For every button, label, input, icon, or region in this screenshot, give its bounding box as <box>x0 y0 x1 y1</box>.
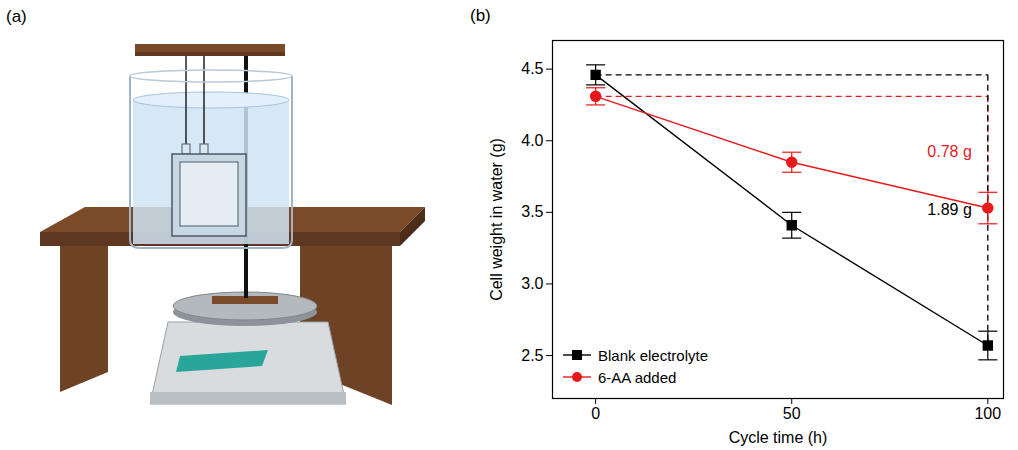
svg-text:2.5: 2.5 <box>521 347 543 364</box>
html-text:(b): (b) <box>470 6 491 25</box>
svg-text:1.89 g: 1.89 g <box>927 201 971 218</box>
html-text:6-AA added: 6-AA added <box>598 368 677 386</box>
svg-text:4.0: 4.0 <box>521 132 543 149</box>
svg-text:(a): (a) <box>6 7 27 26</box>
svg-text:0.78 g: 0.78 g <box>927 143 971 160</box>
svg-text:50: 50 <box>783 405 801 422</box>
svg-text:3.5: 3.5 <box>521 203 543 220</box>
svg-text:Cycle time (h): Cycle time (h) <box>729 429 828 446</box>
html-text:Blank electrolyte: Blank electrolyte <box>598 346 709 364</box>
svg-text:0: 0 <box>591 405 600 422</box>
svg-text:Cell weight in water (g): Cell weight in water (g) <box>488 138 505 301</box>
svg-text:3.0: 3.0 <box>521 275 543 292</box>
svg-text:100: 100 <box>974 405 1001 422</box>
svg-text:4.5: 4.5 <box>521 60 543 77</box>
